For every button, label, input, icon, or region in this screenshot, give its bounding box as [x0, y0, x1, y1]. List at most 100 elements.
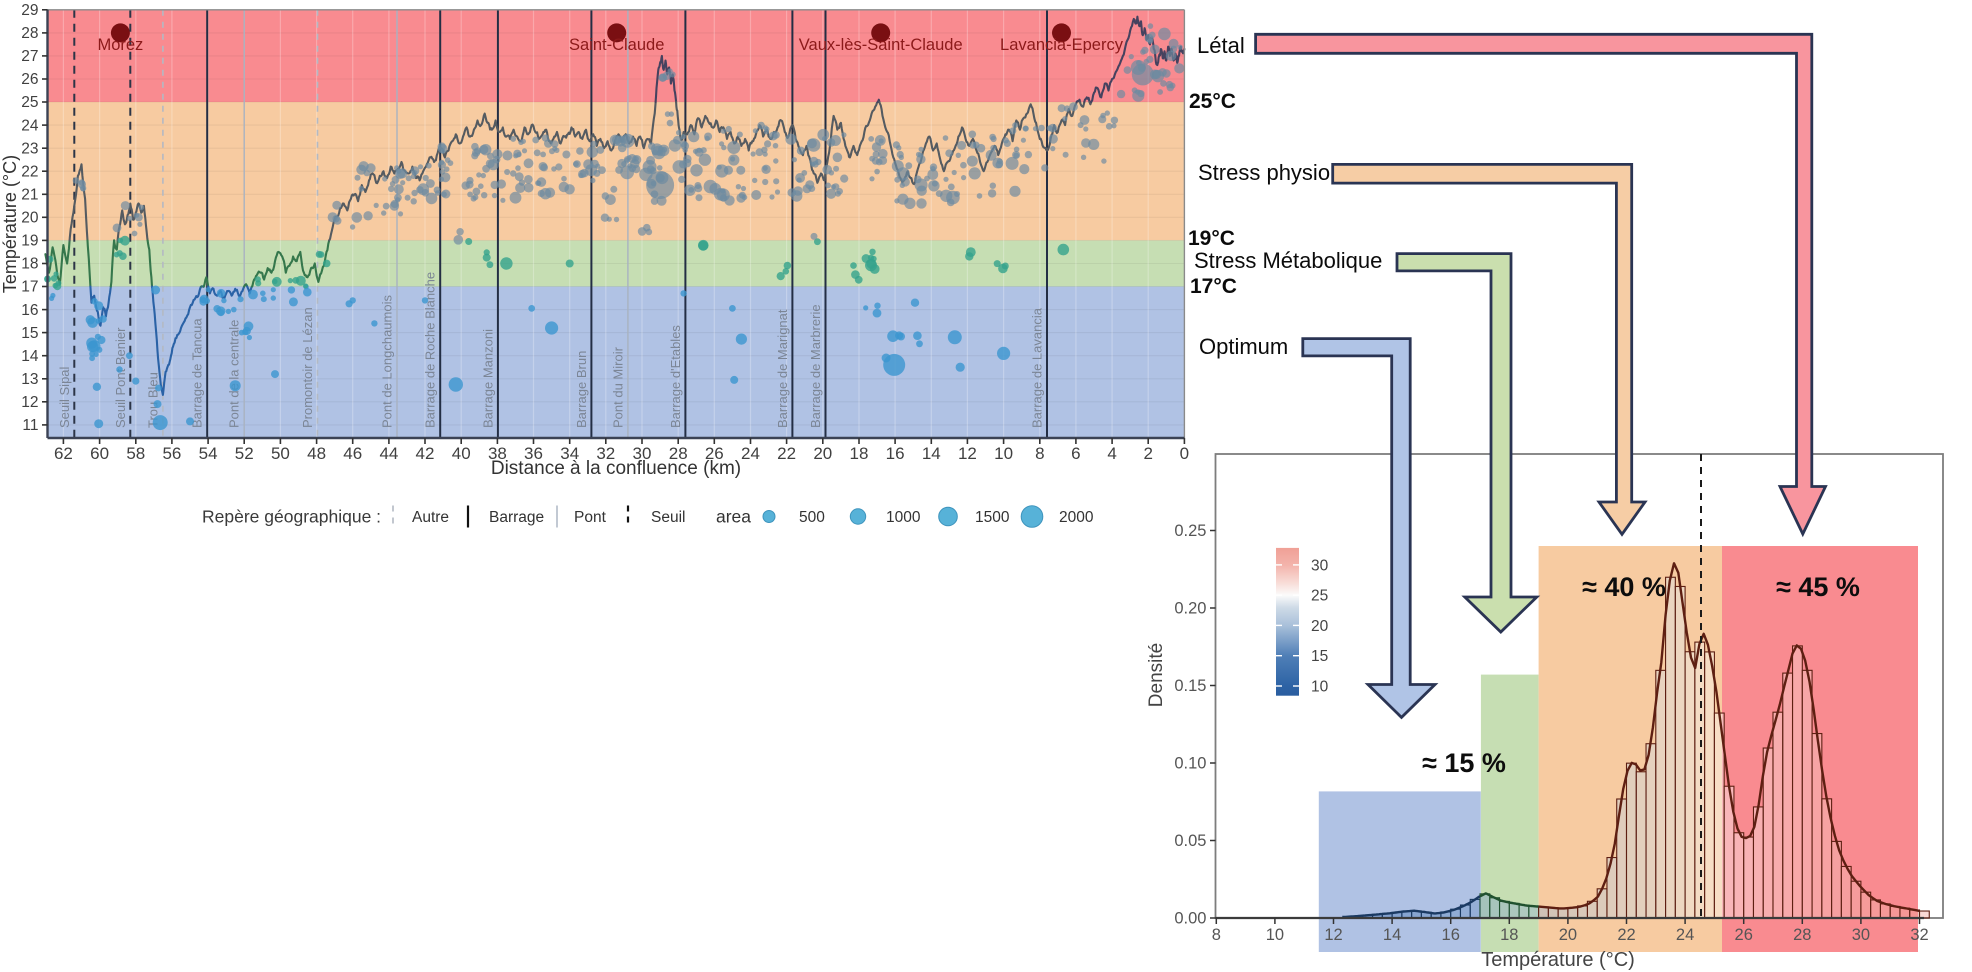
- svg-text:24: 24: [21, 117, 39, 134]
- svg-text:Barrage: Barrage: [489, 509, 544, 526]
- svg-text:10: 10: [1311, 679, 1329, 696]
- svg-text:≈ 40 %: ≈ 40 %: [1582, 572, 1666, 602]
- svg-text:Létal: Létal: [1197, 33, 1245, 58]
- svg-text:20: 20: [1311, 618, 1329, 635]
- svg-text:32: 32: [1910, 926, 1928, 944]
- svg-text:15: 15: [21, 325, 38, 342]
- svg-text:20: 20: [813, 444, 832, 463]
- svg-text:Stress Métabolique: Stress Métabolique: [1194, 248, 1382, 273]
- svg-text:26: 26: [705, 444, 724, 463]
- svg-text:500: 500: [799, 509, 825, 526]
- svg-text:Barrage Manzoni: Barrage Manzoni: [480, 329, 495, 428]
- svg-text:Saint-Claude: Saint-Claude: [569, 36, 664, 54]
- svg-text:19°C: 19°C: [1188, 227, 1235, 250]
- svg-text:28: 28: [1793, 926, 1811, 944]
- svg-text:Température (°C): Température (°C): [1481, 949, 1635, 971]
- svg-text:10: 10: [994, 444, 1013, 463]
- svg-text:32: 32: [596, 444, 615, 463]
- svg-text:18: 18: [1500, 926, 1518, 944]
- svg-text:Pont de Longchaumois: Pont de Longchaumois: [380, 295, 395, 428]
- svg-text:area: area: [716, 507, 751, 527]
- svg-text:13: 13: [21, 371, 38, 388]
- svg-text:6: 6: [1071, 444, 1080, 463]
- svg-text:19: 19: [21, 233, 38, 250]
- svg-text:Barrage de Tancua: Barrage de Tancua: [190, 318, 205, 428]
- svg-text:56: 56: [162, 444, 181, 463]
- svg-text:17: 17: [21, 279, 38, 296]
- svg-text:16: 16: [1442, 926, 1460, 944]
- svg-text:Lavancia-Epercy: Lavancia-Epercy: [1000, 36, 1124, 54]
- svg-text:22: 22: [1617, 926, 1635, 944]
- svg-text:26: 26: [21, 71, 38, 88]
- svg-text:4: 4: [1107, 444, 1116, 463]
- svg-text:12: 12: [958, 444, 977, 463]
- svg-text:Pont: Pont: [574, 509, 607, 526]
- svg-text:46: 46: [343, 444, 362, 463]
- svg-text:28: 28: [669, 444, 688, 463]
- svg-text:8: 8: [1035, 444, 1044, 463]
- svg-text:Autre: Autre: [412, 509, 449, 526]
- svg-text:23: 23: [21, 140, 38, 157]
- svg-text:20: 20: [21, 210, 39, 227]
- svg-text:8: 8: [1212, 926, 1221, 944]
- svg-text:Pont du Miroir: Pont du Miroir: [610, 346, 625, 428]
- svg-text:58: 58: [126, 444, 145, 463]
- svg-text:36: 36: [524, 444, 543, 463]
- svg-text:60: 60: [90, 444, 109, 463]
- svg-text:30: 30: [1311, 557, 1329, 574]
- svg-text:Morez: Morez: [97, 36, 143, 54]
- svg-text:Optimum: Optimum: [1199, 334, 1288, 359]
- svg-text:1000: 1000: [886, 509, 921, 526]
- svg-text:Seuil Sipal: Seuil Sipal: [57, 366, 72, 428]
- svg-text:≈ 45 %: ≈ 45 %: [1776, 572, 1860, 602]
- svg-text:0: 0: [1180, 444, 1189, 463]
- svg-text:Seuil: Seuil: [651, 509, 685, 526]
- svg-text:14: 14: [21, 348, 39, 365]
- svg-text:0.10: 0.10: [1174, 755, 1206, 773]
- svg-text:0.20: 0.20: [1174, 600, 1206, 618]
- svg-text:Seuil Pont Benier: Seuil Pont Benier: [113, 327, 128, 428]
- svg-text:2: 2: [1143, 444, 1152, 463]
- svg-text:34: 34: [560, 444, 579, 463]
- svg-text:16: 16: [886, 444, 905, 463]
- svg-text:20: 20: [1559, 926, 1577, 944]
- svg-text:14: 14: [1383, 926, 1401, 944]
- svg-text:Repère géographique :: Repère géographique :: [202, 507, 381, 527]
- svg-text:48: 48: [307, 444, 326, 463]
- svg-text:18: 18: [850, 444, 869, 463]
- svg-text:17°C: 17°C: [1190, 275, 1237, 298]
- svg-text:Barrage de Marignat: Barrage de Marignat: [775, 309, 790, 428]
- svg-text:42: 42: [416, 444, 435, 463]
- svg-text:44: 44: [379, 444, 398, 463]
- svg-text:52: 52: [235, 444, 254, 463]
- svg-text:Pont de la centrale: Pont de la centrale: [227, 320, 242, 428]
- svg-text:25: 25: [1311, 588, 1328, 605]
- svg-text:10: 10: [1266, 926, 1284, 944]
- svg-text:Stress physio: Stress physio: [1198, 160, 1330, 185]
- svg-text:62: 62: [54, 444, 73, 463]
- svg-text:Promontoir de Lézan: Promontoir de Lézan: [300, 307, 315, 428]
- svg-text:11: 11: [22, 417, 38, 434]
- svg-text:24: 24: [741, 444, 760, 463]
- svg-text:38: 38: [488, 444, 507, 463]
- svg-text:Barrage de Lavancia: Barrage de Lavancia: [1030, 307, 1045, 428]
- svg-text:25°C: 25°C: [1189, 90, 1236, 113]
- svg-text:21: 21: [21, 187, 38, 204]
- svg-text:54: 54: [199, 444, 218, 463]
- svg-text:30: 30: [633, 444, 652, 463]
- svg-text:27: 27: [21, 48, 38, 65]
- svg-text:1500: 1500: [975, 509, 1010, 526]
- svg-text:0.25: 0.25: [1174, 522, 1206, 540]
- svg-text:26: 26: [1735, 926, 1753, 944]
- svg-text:22: 22: [777, 444, 796, 463]
- svg-text:Barrage de Marbrerie: Barrage de Marbrerie: [808, 304, 823, 428]
- svg-text:25: 25: [21, 94, 38, 111]
- svg-text:Vaux-lès-Saint-Claude: Vaux-lès-Saint-Claude: [799, 36, 963, 54]
- svg-text:12: 12: [1324, 926, 1342, 944]
- svg-text:14: 14: [922, 444, 941, 463]
- svg-text:0.00: 0.00: [1174, 910, 1206, 928]
- svg-text:Densité: Densité: [1146, 643, 1167, 707]
- svg-text:2000: 2000: [1059, 509, 1094, 526]
- svg-text:0.15: 0.15: [1174, 677, 1206, 695]
- svg-text:Barrage d'Etables: Barrage d'Etables: [668, 325, 683, 428]
